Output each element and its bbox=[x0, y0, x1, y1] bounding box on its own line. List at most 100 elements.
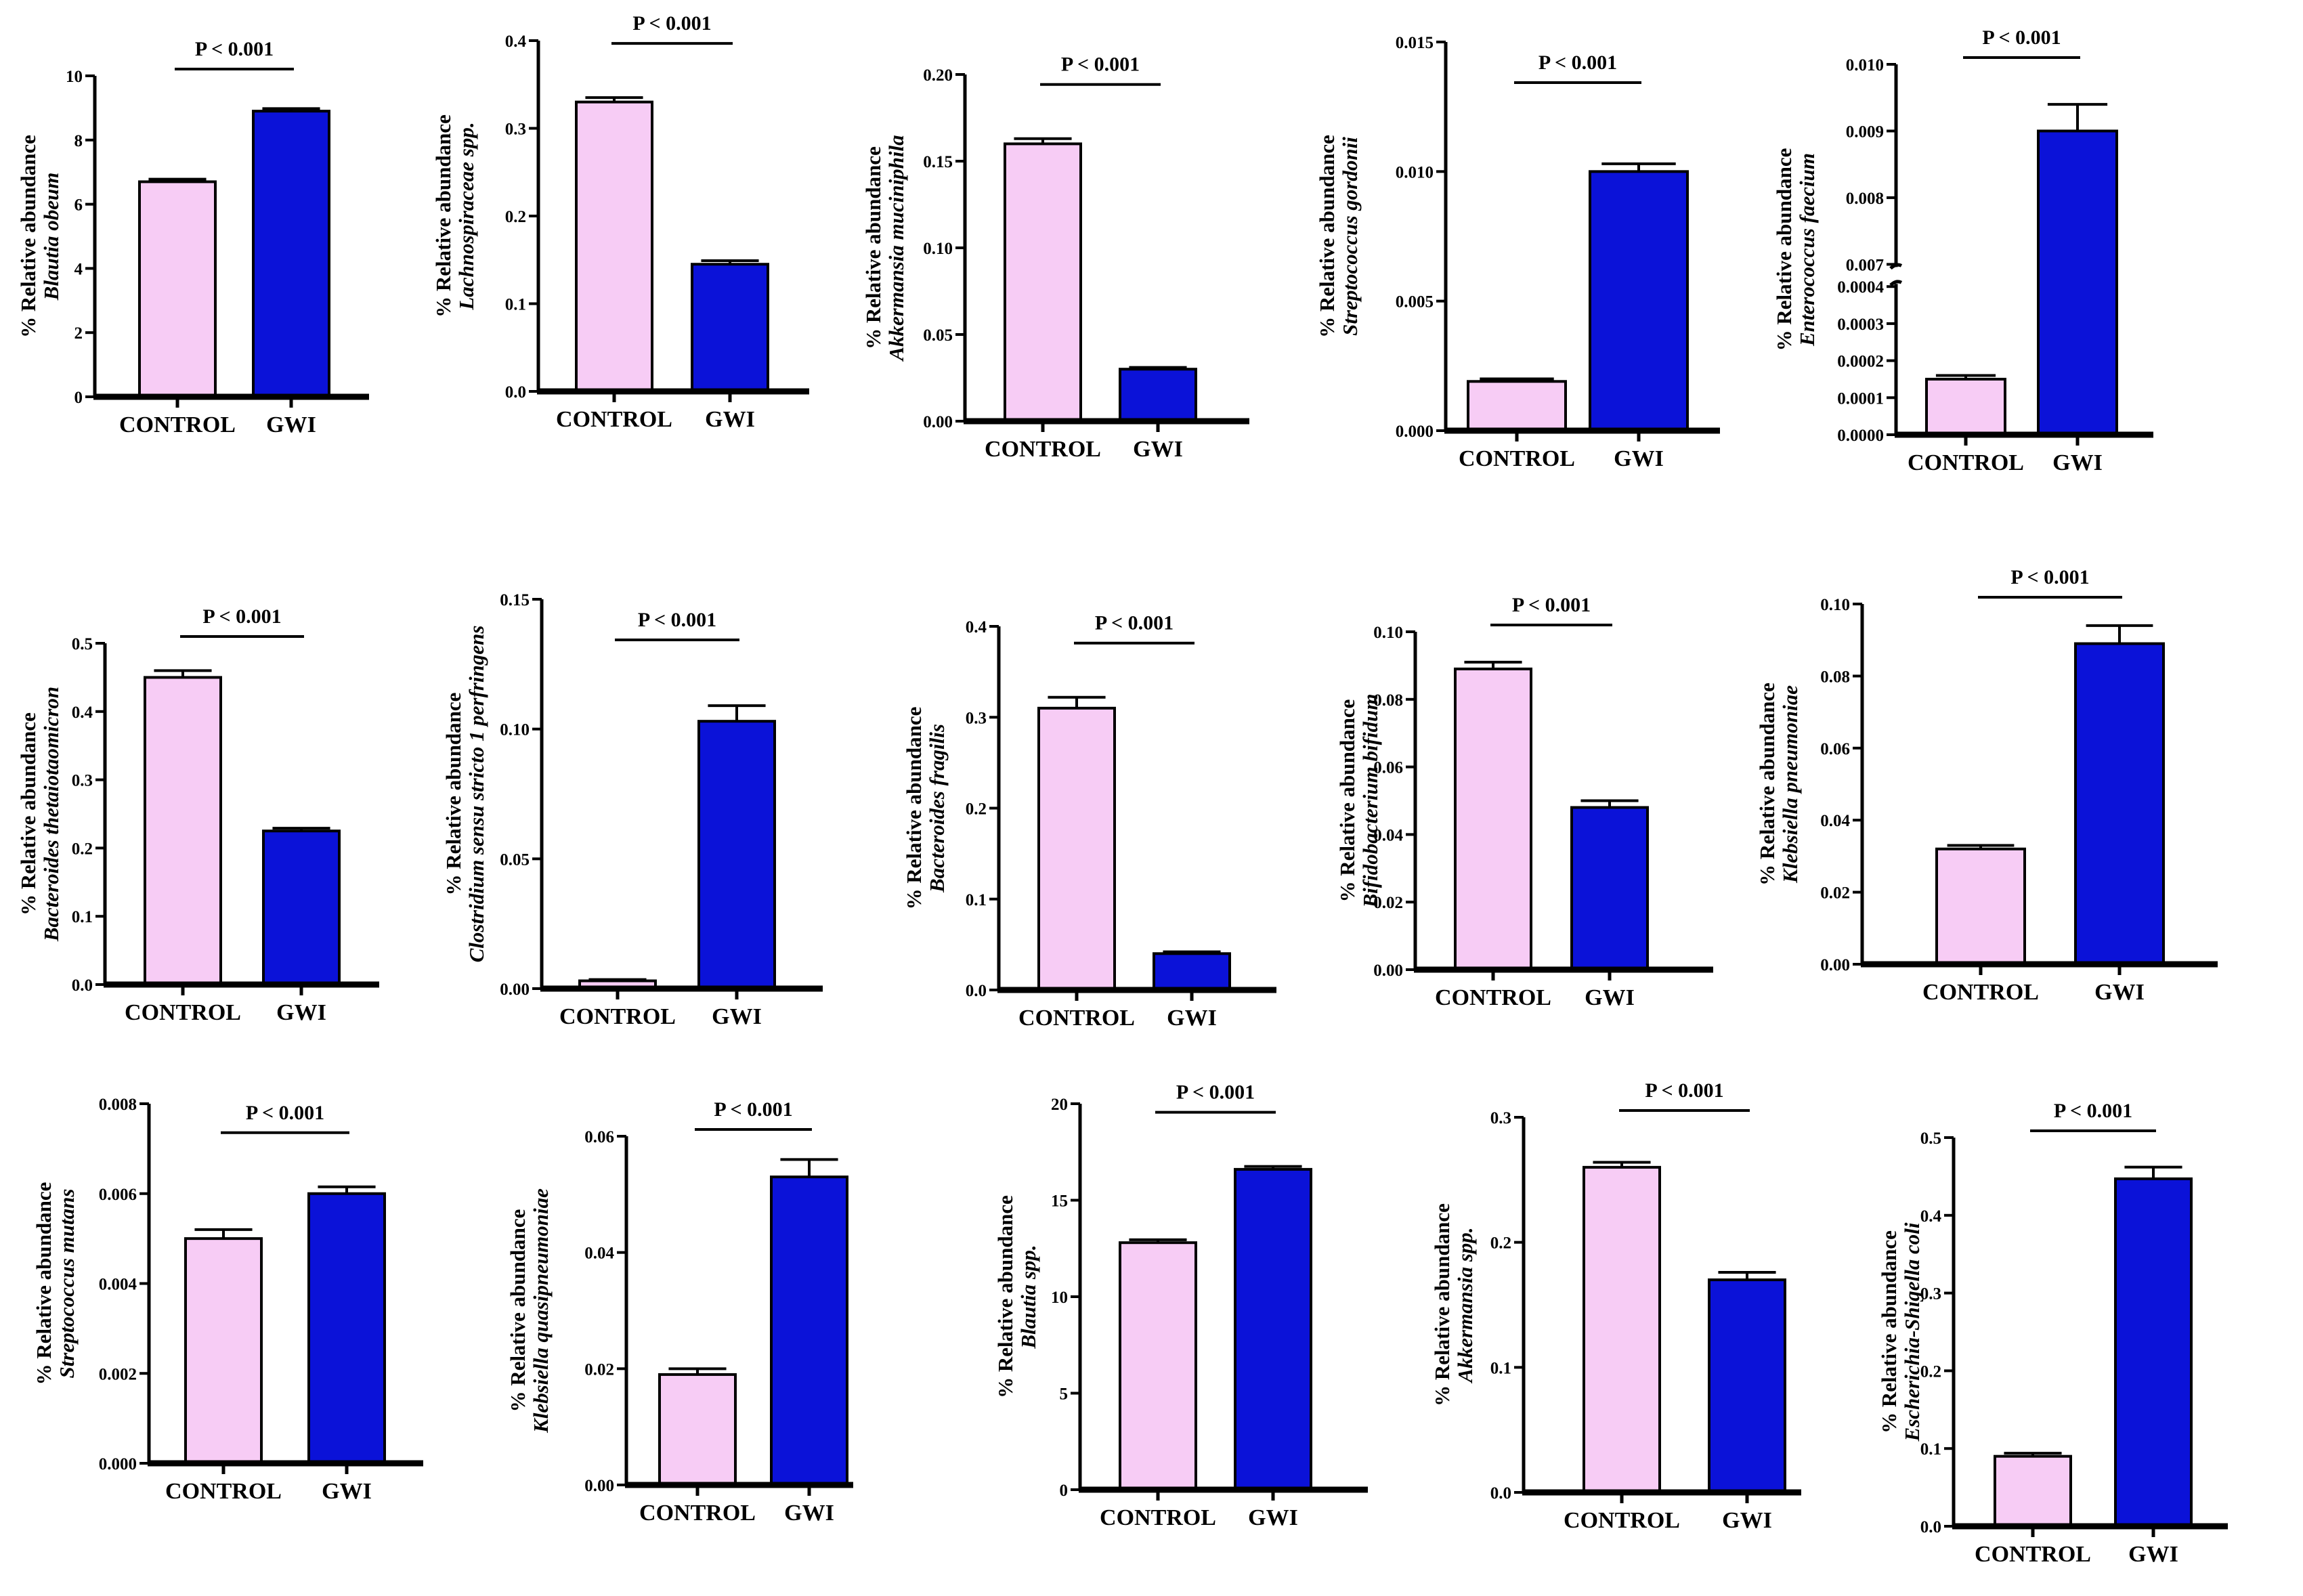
x-category-label: GWI bbox=[784, 1501, 834, 1526]
y-axis-species-label: Klebsiella pneumoniae bbox=[1778, 685, 1802, 884]
y-tick-label: 0.005 bbox=[1396, 293, 1434, 311]
y-tick-label: 0.3 bbox=[72, 772, 93, 790]
bar-control bbox=[658, 1373, 737, 1486]
y-tick-label: 0.2 bbox=[72, 840, 93, 858]
bar-gwi bbox=[1708, 1278, 1786, 1494]
y-axis-species-label: Lachnospiraceae spp. bbox=[454, 122, 478, 310]
y-axis-label: % Relative abundance bbox=[1315, 135, 1339, 338]
bar-gwi bbox=[2074, 642, 2165, 966]
y-axis-label: % Relative abundance bbox=[1430, 1203, 1454, 1406]
p-value-label: P < 0.001 bbox=[195, 38, 274, 60]
y-tick-label: 0.15 bbox=[500, 591, 530, 609]
y-axis-label: % Relative abundance bbox=[442, 693, 465, 896]
bar-gwi bbox=[1589, 170, 1689, 432]
bar-gwi bbox=[2037, 129, 2118, 437]
p-value-label: P < 0.001 bbox=[632, 12, 711, 35]
x-category-label: CONTROL bbox=[125, 1000, 241, 1025]
y-axis-label: % Relative abundance bbox=[1877, 1230, 1901, 1433]
p-value-label: P < 0.001 bbox=[1095, 612, 1174, 634]
y-axis-species-label: Blautia obeum bbox=[39, 173, 63, 301]
y-tick-label: 0.2 bbox=[1920, 1362, 1941, 1381]
y-tick-label: 0.000 bbox=[1396, 423, 1434, 441]
y-axis-species-label: Akkermansia muciniphila bbox=[884, 135, 908, 362]
p-value-label: P < 0.001 bbox=[1512, 594, 1591, 616]
bar-control bbox=[1925, 377, 2006, 437]
y-tick-label: 0.007 bbox=[1846, 256, 1884, 274]
y-tick-label: 0.0000 bbox=[1837, 427, 1884, 445]
x-category-label: CONTROL bbox=[559, 1004, 676, 1029]
y-axis-label: % Relative abundance bbox=[861, 146, 885, 349]
y-axis-label: % Relative abundance bbox=[1755, 683, 1779, 886]
p-value-label: P < 0.001 bbox=[202, 605, 281, 628]
y-tick-label: 0.1 bbox=[1490, 1359, 1511, 1377]
y-tick-label: 0.02 bbox=[1373, 894, 1403, 912]
y-tick-label: 0.04 bbox=[1373, 826, 1403, 844]
y-axis-species-label: Akkermansia spp. bbox=[1453, 1227, 1477, 1383]
y-tick-label: 0.08 bbox=[1373, 691, 1403, 710]
y-tick-label: 0.0003 bbox=[1837, 316, 1884, 334]
bar-control bbox=[1935, 847, 2026, 966]
y-tick-label: 0.002 bbox=[99, 1365, 137, 1383]
y-axis-species-label: Bifidobacterium bifidum bbox=[1358, 693, 1382, 908]
chart-panel: CONTROL GWI 0.00 0.05 0.10 0.15 0.20 P < 0.001%… bbox=[861, 53, 1249, 462]
y-tick-label: 0.10 bbox=[923, 240, 953, 258]
y-tick-label: 0.00 bbox=[584, 1477, 614, 1495]
y-tick-label: 0.04 bbox=[584, 1245, 614, 1263]
p-value-label: P < 0.001 bbox=[1176, 1081, 1255, 1104]
p-value-label: P < 0.001 bbox=[2010, 566, 2089, 588]
bar-gwi bbox=[697, 720, 776, 990]
bar-control bbox=[1004, 142, 1082, 423]
x-category-label: CONTROL bbox=[1564, 1508, 1680, 1533]
p-value-label: P < 0.001 bbox=[1982, 26, 2061, 49]
x-category-label: GWI bbox=[276, 1000, 326, 1025]
y-tick-label: 0.015 bbox=[1396, 34, 1434, 52]
p-value-label: P < 0.001 bbox=[714, 1098, 792, 1121]
y-tick-label: 0.0 bbox=[1490, 1484, 1511, 1503]
y-tick-label: 0.1 bbox=[72, 908, 93, 926]
y-tick-label: 0.04 bbox=[1820, 812, 1850, 830]
y-tick-label: 0.10 bbox=[500, 721, 530, 739]
y-axis-label: % Relative abundance bbox=[902, 707, 926, 910]
chart-panel: CONTROL GWI 0 5 10 15 20 P < 0.001 % Relative ab… bbox=[993, 1081, 1368, 1530]
x-category-label: GWI bbox=[705, 407, 755, 432]
y-tick-label: 6 bbox=[74, 196, 83, 215]
y-axis-species-label: Bacteroides thetaiotaomicron bbox=[39, 687, 63, 942]
y-tick-label: 0.3 bbox=[1920, 1285, 1941, 1303]
y-tick-label: 0.4 bbox=[72, 704, 93, 722]
x-category-label: CONTROL bbox=[639, 1501, 756, 1526]
y-tick-label: 0.000 bbox=[99, 1455, 137, 1473]
chart-panel: CONTROL GWI 0.000 0.002 0.004 0.006 0.008 P < 0… bbox=[32, 1096, 423, 1504]
y-axis-species-label: Clostridium sensu stricto 1 perfringens bbox=[465, 626, 488, 963]
y-axis-species-label: Bacteroides fragilis bbox=[925, 724, 949, 893]
y-tick-label: 0.20 bbox=[923, 66, 953, 85]
x-category-label: CONTROL bbox=[119, 412, 236, 437]
y-axis-label: % Relative abundance bbox=[32, 1182, 56, 1385]
bar-control bbox=[1467, 380, 1567, 432]
y-tick-label: 0 bbox=[1060, 1482, 1069, 1500]
bar-control bbox=[1037, 706, 1116, 991]
y-tick-label: 0.00 bbox=[1373, 962, 1403, 980]
chart-panel: CONTROL GWI 0.00 0.02 0.04 0.06 0.08 0.10 P < 0.… bbox=[1335, 594, 1713, 1010]
y-tick-label: 0.010 bbox=[1846, 56, 1884, 74]
chart-panel: CONTROL GWI 0.0 0.1 0.2 0.3 0.4 0.5 P < 0.001 % R… bbox=[16, 605, 379, 1025]
x-category-label: GWI bbox=[1248, 1505, 1298, 1530]
y-tick-label: 0.3 bbox=[1490, 1109, 1511, 1127]
x-category-label: GWI bbox=[1167, 1006, 1217, 1031]
bar-control bbox=[138, 180, 217, 398]
y-tick-label: 0.006 bbox=[99, 1186, 137, 1204]
y-tick-label: 10 bbox=[66, 68, 83, 86]
y-tick-label: 0.08 bbox=[1820, 668, 1850, 686]
y-tick-label: 0.008 bbox=[1846, 190, 1884, 208]
chart-panel: CONTROL GWI 0.0 0.1 0.2 0.3 0.4 P < 0.001 % Rela… bbox=[902, 612, 1276, 1031]
y-tick-label: 0.009 bbox=[1846, 123, 1884, 141]
y-axis-species-label: Streptococcus gordonii bbox=[1338, 137, 1362, 336]
bar-gwi bbox=[1119, 368, 1197, 423]
y-tick-label: 0.06 bbox=[1820, 740, 1850, 758]
x-category-label: GWI bbox=[266, 412, 316, 437]
y-tick-label: 0.10 bbox=[1373, 624, 1403, 642]
y-tick-label: 0.008 bbox=[99, 1096, 137, 1114]
chart-panel: CONTROL GWI 0.0 0.1 0.2 0.3 0.4 0.5 P < 0.001 % R… bbox=[1877, 1100, 2228, 1567]
y-tick-label: 0.0004 bbox=[1837, 278, 1884, 297]
y-axis-species-label: Enterococcus faecium bbox=[1795, 153, 1819, 347]
